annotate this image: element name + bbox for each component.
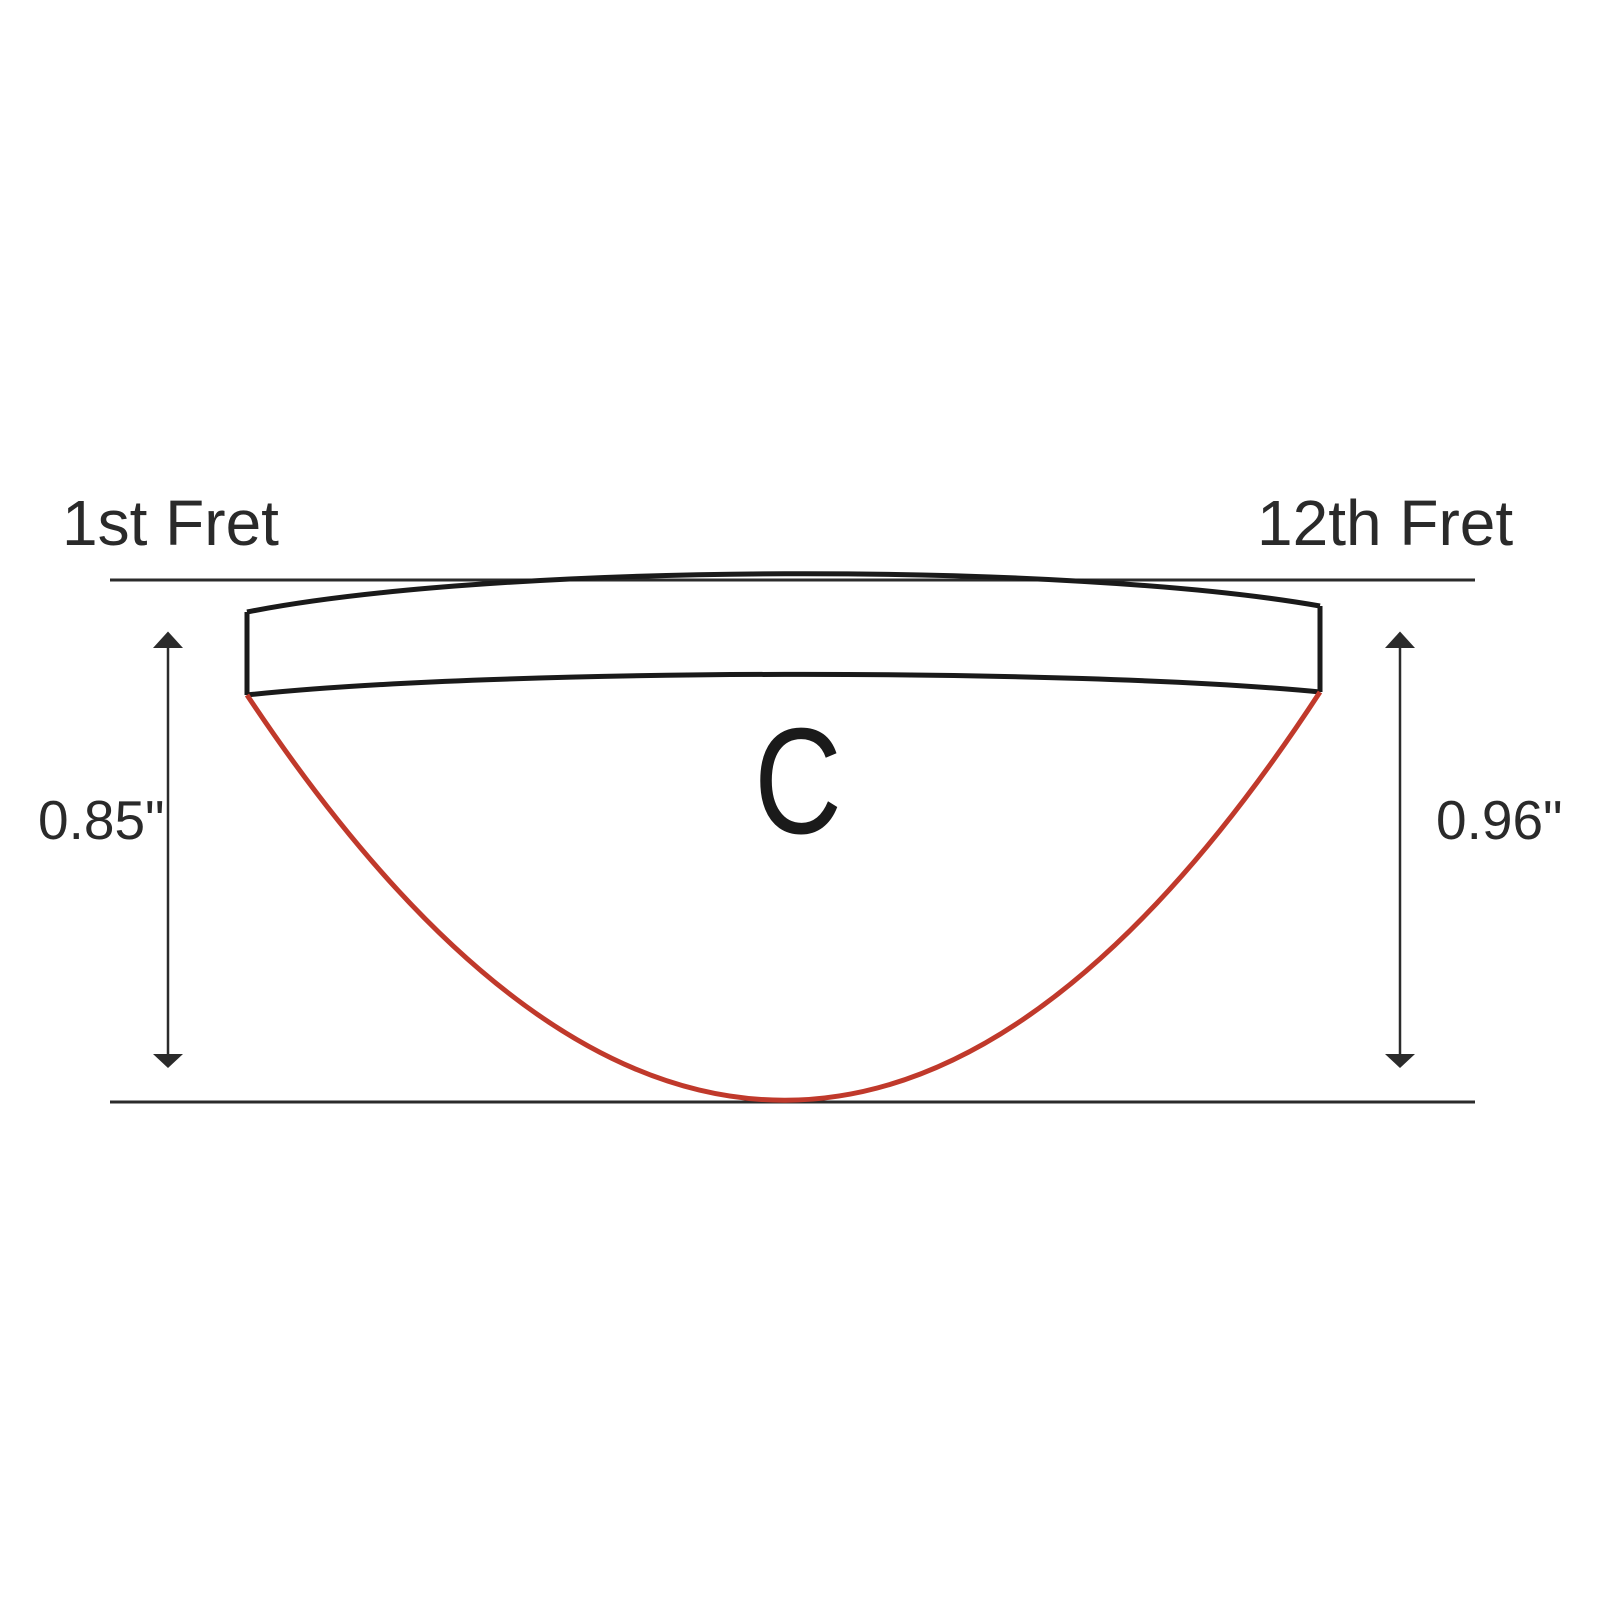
svg-text:C: C [754,698,842,867]
